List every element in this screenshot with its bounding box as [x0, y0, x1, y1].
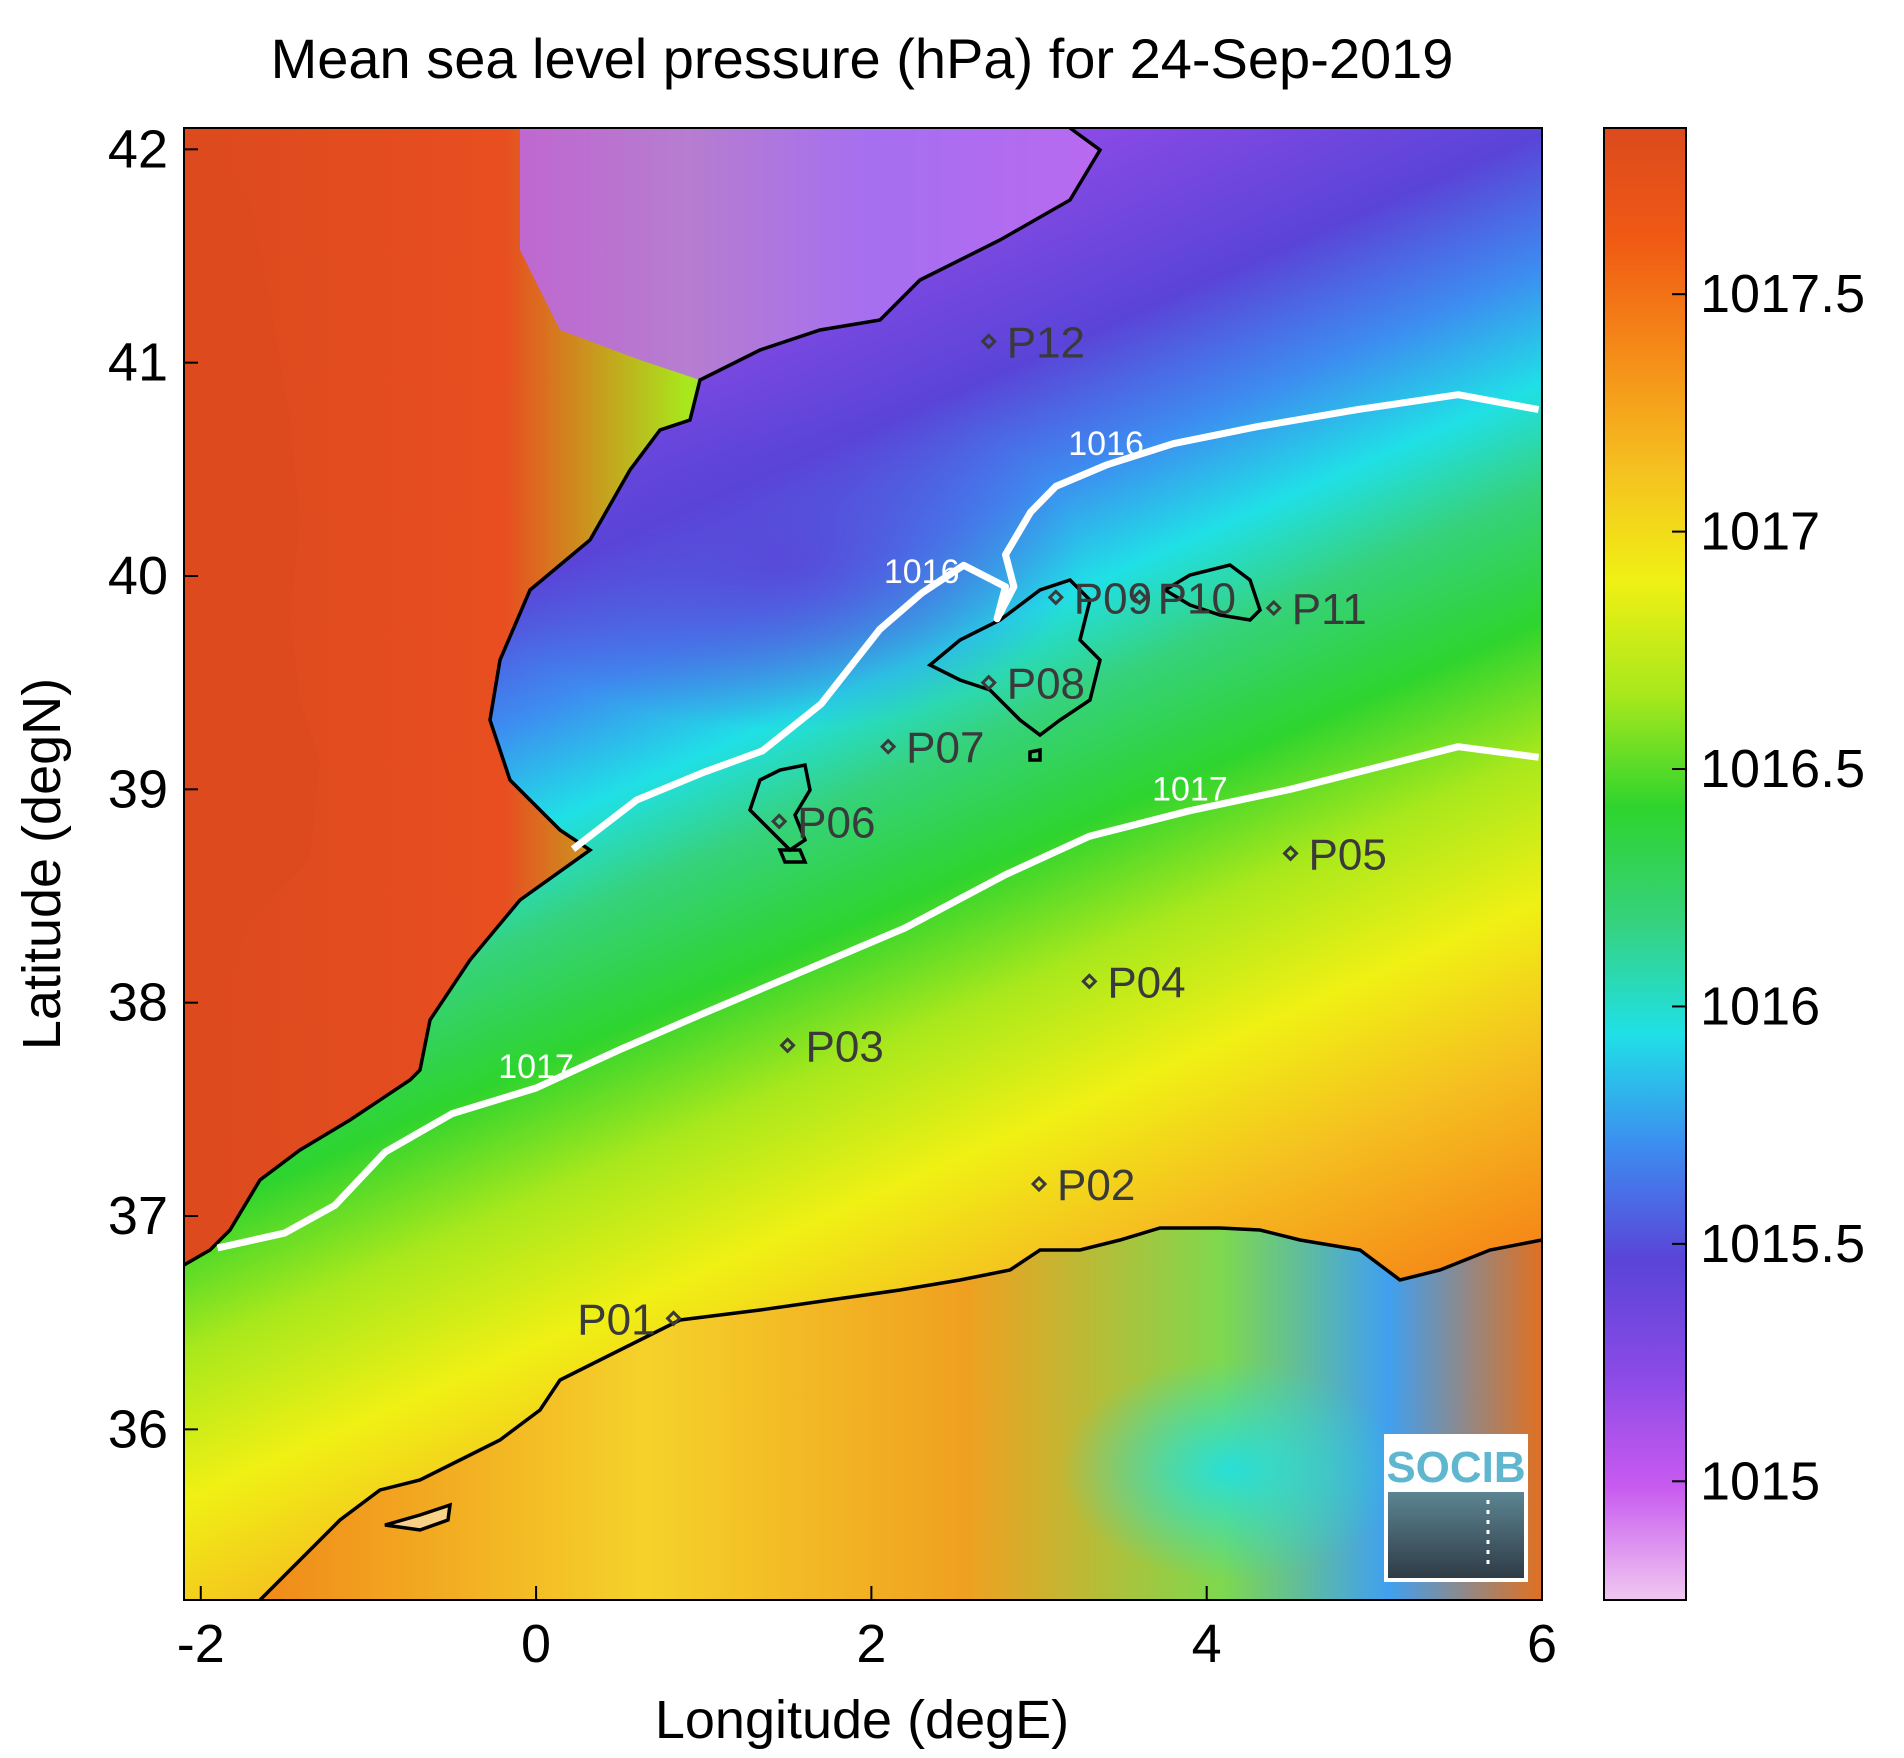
station-label: P12: [1007, 318, 1085, 367]
y-tick-label: 36: [108, 1399, 168, 1459]
y-tick-label: 40: [108, 546, 168, 606]
station-label: P01: [577, 1295, 655, 1344]
colorbar-tick-label: 1015: [1700, 1451, 1820, 1511]
colorbar-tick-label: 1016.5: [1700, 739, 1865, 799]
iberia-land: [184, 128, 1100, 1265]
socib-logo: SOCIB: [1384, 1434, 1528, 1582]
station-label: P02: [1057, 1161, 1135, 1210]
y-axis-label: Latitude (degN): [12, 678, 72, 1050]
y-tick-label: 38: [108, 973, 168, 1033]
y-tick-label: 41: [108, 333, 168, 393]
chart-title: Mean sea level pressure (hPa) for 24-Sep…: [271, 27, 1454, 90]
station-label: P09: [1074, 574, 1152, 623]
x-tick-label: 2: [856, 1614, 886, 1674]
mallorca-island: [926, 577, 1102, 738]
station-marker: [1265, 599, 1282, 617]
station-label: P08: [1007, 660, 1085, 709]
y-tick-label: 37: [108, 1186, 168, 1246]
map-area: [184, 128, 1542, 1600]
isobar-label: 1017: [1152, 771, 1228, 809]
colorbar-tick-label: 1015.5: [1700, 1214, 1865, 1274]
map-frame: [183, 127, 1543, 1601]
low-pressure-core: [480, 390, 1080, 730]
menorca-island: [1161, 563, 1263, 622]
isobar-contours: 1016 1016 1017 1017: [216, 391, 1540, 1252]
x-tick-label: 0: [521, 1614, 551, 1674]
isobar-1016: [570, 391, 1540, 852]
y-tick-label: 39: [108, 759, 168, 819]
colorbar-tick-label: 1016: [1700, 976, 1820, 1036]
station-marker: [665, 1310, 682, 1327]
logo-header: [1388, 1438, 1524, 1492]
station-marker: [880, 738, 897, 755]
colorbar-fill: [1603, 127, 1687, 1601]
station-label: P06: [797, 798, 875, 847]
coastlines: [184, 128, 1542, 1600]
isobar-label: 1016: [1068, 425, 1144, 463]
colorbar-ticks: 1015 1015.5 1016 1016.5 1017 1017.5: [1672, 264, 1865, 1511]
station-label: P03: [806, 1022, 884, 1071]
isobar-label: 1017: [498, 1048, 574, 1086]
ibiza-island: [747, 762, 812, 853]
station-marker: [980, 333, 997, 350]
iberia-northeast-purple: [520, 128, 1100, 380]
station-marker: [1131, 589, 1148, 606]
north-africa-coastline: [258, 1226, 1542, 1600]
cabrera-island: [1028, 747, 1042, 762]
isobar-label: 1016: [884, 553, 960, 591]
africa-low-cyan: [1060, 1360, 1400, 1580]
isobar-1017: [216, 743, 1540, 1252]
colorbar: 1015 1015.5 1016 1016.5 1017 1017.5: [1603, 127, 1865, 1601]
station-label: P05: [1309, 830, 1387, 879]
station-markers: P01 P02 P03 P04 P05 P06 P07 P08 P09 P10 P11 P12: [577, 318, 1387, 1344]
station-marker: [1081, 973, 1098, 990]
station-marker: [771, 813, 788, 830]
station-marker: [779, 1037, 796, 1054]
colorbar-tick-label: 1017.5: [1700, 264, 1865, 324]
station-label: P07: [906, 724, 984, 773]
formentera-island: [777, 848, 808, 864]
station-label: P11: [1292, 585, 1367, 634]
x-tick-label: -2: [177, 1614, 225, 1674]
station-marker: [1047, 589, 1064, 606]
y-axis: 36 37 38 39 40 41 42: [108, 119, 198, 1459]
alboran-island: [384, 1502, 453, 1532]
station-label: P04: [1107, 958, 1185, 1007]
station-label: P10: [1158, 574, 1236, 623]
x-axis-label: Longitude (degE): [655, 1690, 1069, 1750]
colorbar-tick-label: 1017: [1700, 502, 1820, 562]
x-tick-label: 4: [1192, 1614, 1222, 1674]
station-marker: [1030, 1175, 1048, 1193]
logo-text: SOCIB: [1386, 1443, 1525, 1492]
x-axis: -2 0 2 4 6: [177, 1586, 1557, 1674]
station-marker: [980, 674, 997, 691]
iberia-highland-red: [184, 128, 320, 1100]
y-tick-label: 42: [108, 119, 168, 179]
iberia-coastline: [184, 128, 1103, 1267]
station-marker: [1282, 845, 1299, 862]
x-tick-label: 6: [1527, 1614, 1557, 1674]
